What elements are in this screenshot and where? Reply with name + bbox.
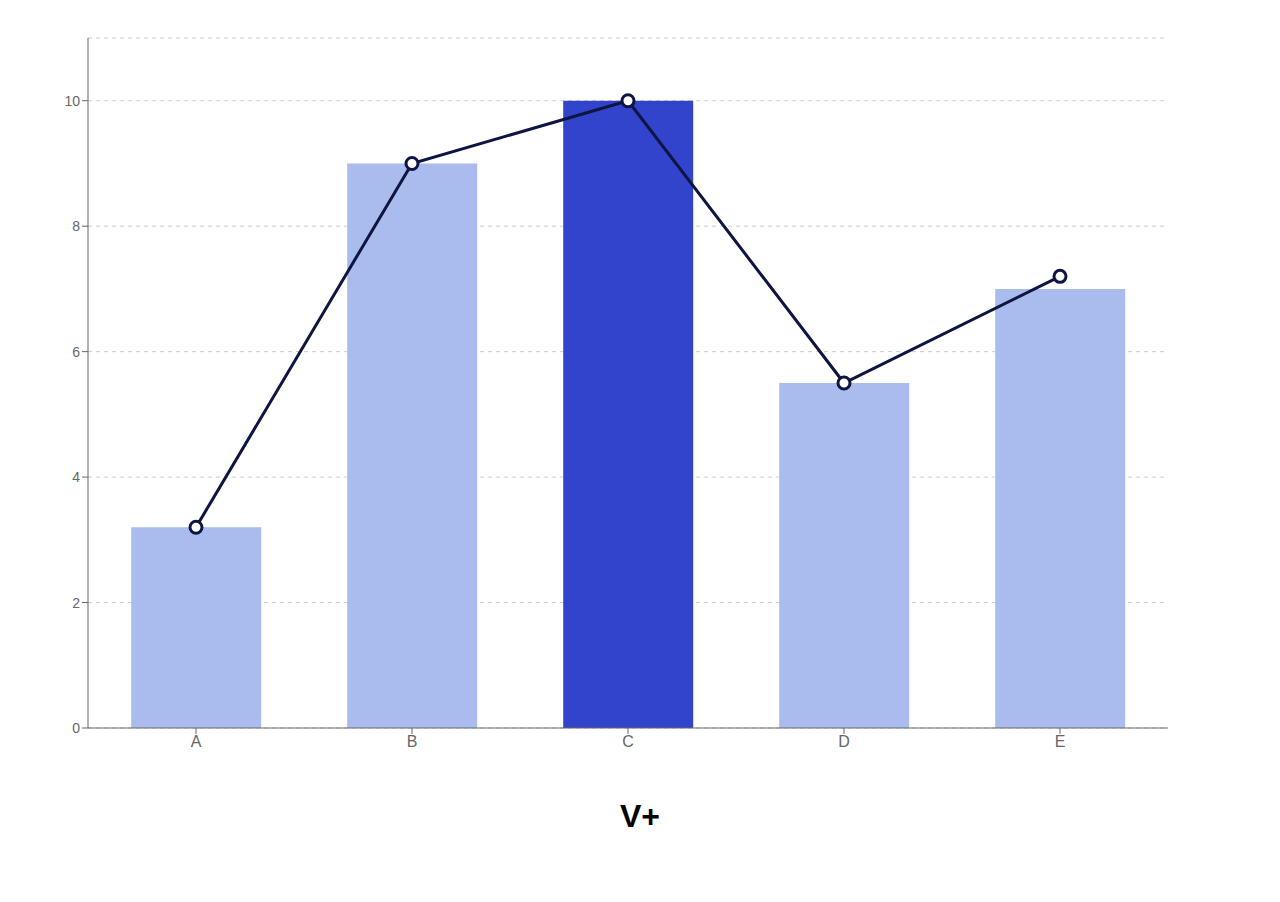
svg-text:10: 10 [64,93,80,109]
svg-text:4: 4 [72,469,80,485]
svg-text:B: B [407,733,418,750]
svg-text:0: 0 [72,720,80,736]
svg-text:A: A [191,733,202,750]
svg-text:2: 2 [72,595,80,611]
svg-text:E: E [1055,733,1066,750]
svg-text:C: C [622,733,634,750]
svg-text:D: D [838,733,850,750]
svg-text:6: 6 [72,344,80,360]
html-text:V+: V+ [620,798,660,834]
svg-text:8: 8 [72,218,80,234]
